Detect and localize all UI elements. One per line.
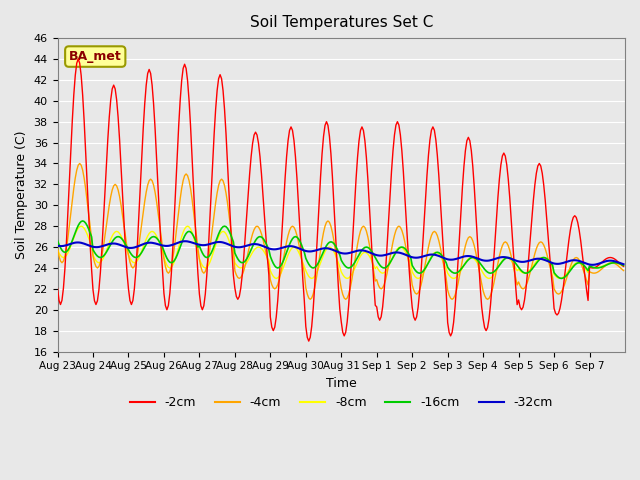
- Text: BA_met: BA_met: [69, 50, 122, 63]
- Y-axis label: Soil Temperature (C): Soil Temperature (C): [15, 131, 28, 259]
- X-axis label: Time: Time: [326, 377, 356, 390]
- Legend: -2cm, -4cm, -8cm, -16cm, -32cm: -2cm, -4cm, -8cm, -16cm, -32cm: [125, 391, 558, 414]
- Title: Soil Temperatures Set C: Soil Temperatures Set C: [250, 15, 433, 30]
